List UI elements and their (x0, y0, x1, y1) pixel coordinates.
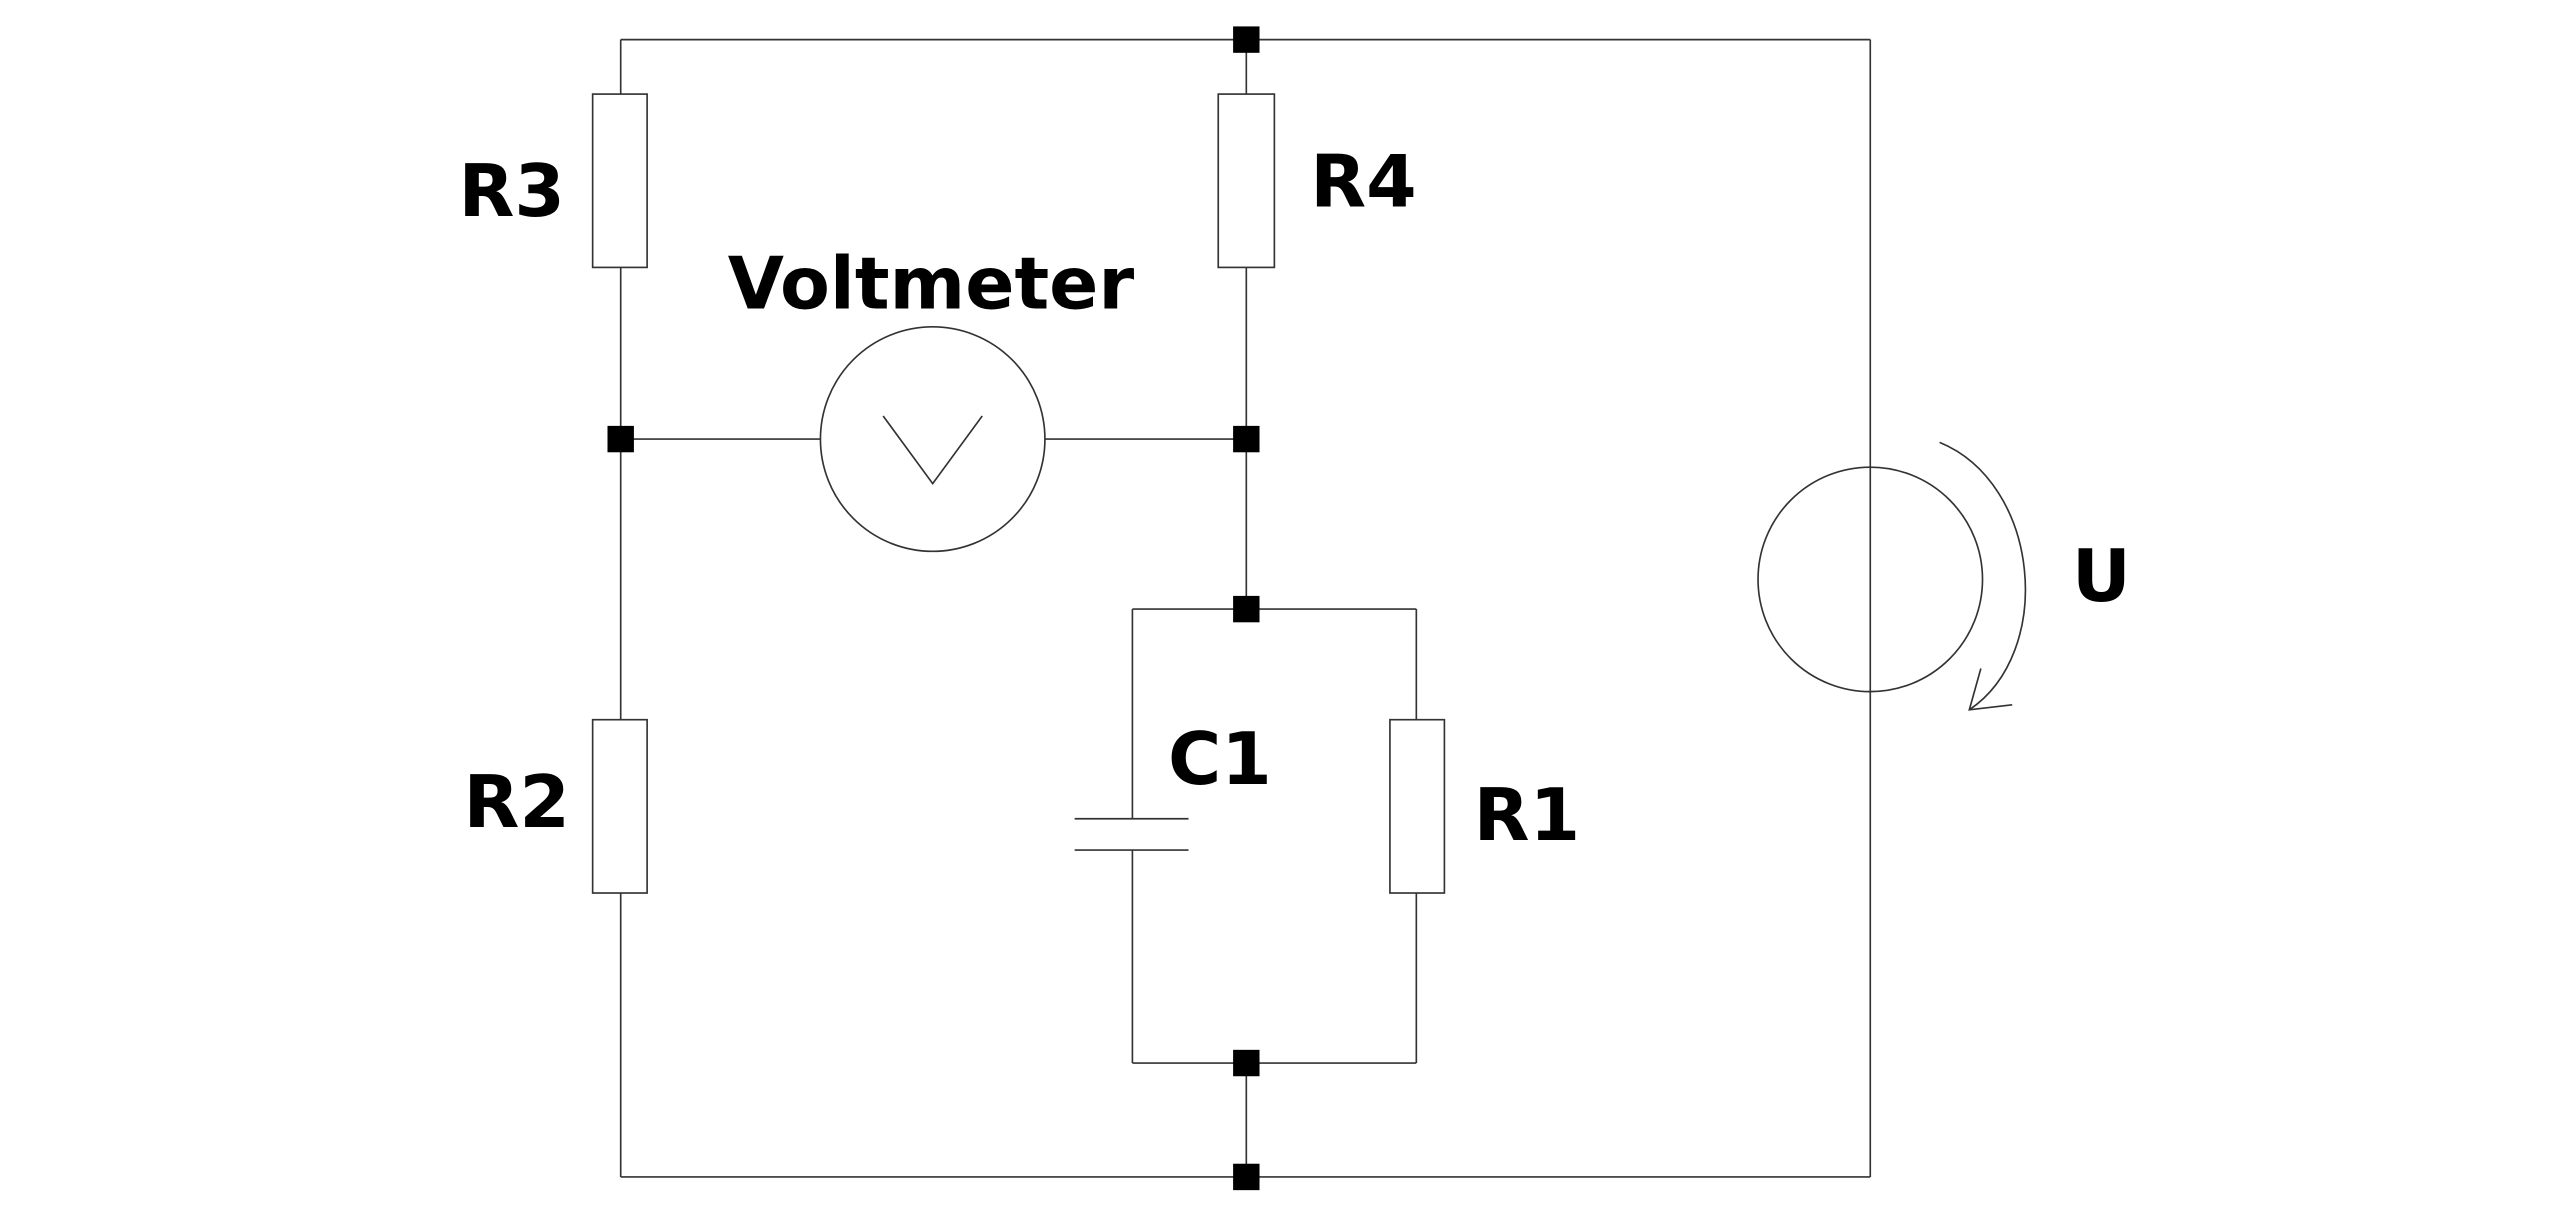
label-voltmeter: Voltmeter (728, 243, 1135, 327)
resistor-r1 (1389, 718, 1446, 894)
label-r1: R1 (1474, 774, 1580, 858)
label-r4: R4 (1310, 140, 1416, 224)
label-r2: R2 (463, 761, 569, 845)
voltage-direction-arrowhead (1968, 668, 2013, 711)
node-bridge-left (607, 425, 634, 453)
resistor-r3 (591, 93, 648, 269)
voltmeter-v-mark (882, 415, 983, 486)
resistor-r2 (591, 718, 648, 894)
node-bottom-middle (1233, 1163, 1260, 1191)
voltmeter-symbol (819, 326, 1046, 553)
node-bridge-right (1233, 425, 1260, 453)
node-top-middle (1233, 26, 1260, 53)
voltage-direction-arrow (1939, 441, 2027, 711)
resistor-r4 (1217, 93, 1276, 269)
voltage-source-symbol (1757, 466, 1984, 693)
label-u: U (2072, 535, 2131, 619)
label-c1: C1 (1168, 718, 1272, 802)
node-rc-top (1233, 595, 1260, 623)
label-r3: R3 (459, 150, 565, 234)
node-rc-bottom (1233, 1049, 1260, 1077)
